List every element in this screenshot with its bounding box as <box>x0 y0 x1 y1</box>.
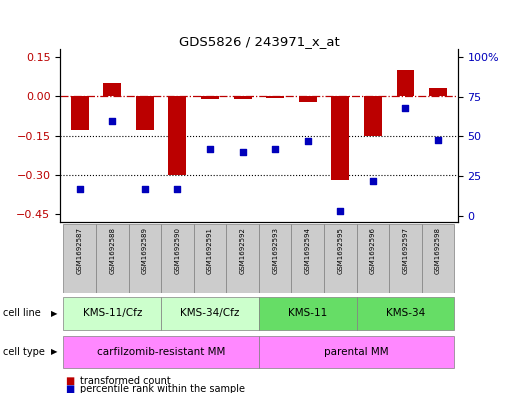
Text: KMS-34: KMS-34 <box>386 309 425 318</box>
Bar <box>136 96 154 130</box>
Text: carfilzomib-resistant MM: carfilzomib-resistant MM <box>97 347 225 357</box>
Text: KMS-11/Cfz: KMS-11/Cfz <box>83 309 142 318</box>
Bar <box>357 297 454 330</box>
Bar <box>266 96 284 97</box>
Bar <box>291 224 324 293</box>
Bar <box>168 96 186 175</box>
Bar <box>357 224 389 293</box>
Bar <box>259 224 291 293</box>
Bar <box>161 297 259 330</box>
Point <box>173 185 181 192</box>
Text: KMS-34/Cfz: KMS-34/Cfz <box>180 309 240 318</box>
Point <box>303 138 312 144</box>
Point <box>75 185 84 192</box>
Text: GSM1692592: GSM1692592 <box>240 228 246 274</box>
Bar <box>324 224 357 293</box>
Text: GSM1692593: GSM1692593 <box>272 228 278 274</box>
Text: cell line: cell line <box>3 309 40 318</box>
Point <box>271 146 279 152</box>
Bar <box>259 297 357 330</box>
Point <box>238 149 247 155</box>
Text: GSM1692598: GSM1692598 <box>435 228 441 274</box>
Bar <box>71 96 89 130</box>
Text: transformed count: transformed count <box>80 376 171 386</box>
Text: GSM1692595: GSM1692595 <box>337 228 343 274</box>
Text: GSM1692589: GSM1692589 <box>142 228 148 274</box>
Text: KMS-11: KMS-11 <box>288 309 327 318</box>
Bar <box>129 224 161 293</box>
Bar <box>104 83 121 96</box>
Bar <box>332 96 349 180</box>
Point <box>401 105 410 111</box>
Bar <box>234 96 252 99</box>
Bar <box>299 96 317 101</box>
Text: GSM1692590: GSM1692590 <box>175 228 180 274</box>
Text: GSM1692597: GSM1692597 <box>403 228 408 274</box>
Bar <box>429 88 447 96</box>
Bar <box>63 224 96 293</box>
Point <box>108 118 117 124</box>
Text: ■: ■ <box>65 384 75 393</box>
Point <box>206 146 214 152</box>
Text: GSM1692591: GSM1692591 <box>207 228 213 274</box>
Bar <box>389 224 422 293</box>
Text: GSM1692587: GSM1692587 <box>77 228 83 274</box>
Bar <box>259 336 454 368</box>
Text: GSM1692588: GSM1692588 <box>109 228 115 274</box>
Point <box>336 208 345 214</box>
Text: parental MM: parental MM <box>324 347 389 357</box>
Bar <box>63 297 161 330</box>
Point <box>141 185 149 192</box>
Text: GSM1692596: GSM1692596 <box>370 228 376 274</box>
Bar <box>63 336 259 368</box>
Bar <box>161 224 194 293</box>
Text: cell type: cell type <box>3 347 44 357</box>
Bar <box>201 96 219 99</box>
Bar <box>96 224 129 293</box>
Point <box>434 136 442 143</box>
Text: percentile rank within the sample: percentile rank within the sample <box>80 384 245 393</box>
Title: GDS5826 / 243971_x_at: GDS5826 / 243971_x_at <box>178 35 339 48</box>
Bar <box>422 224 454 293</box>
Bar <box>396 70 414 96</box>
Bar <box>194 224 226 293</box>
Text: ▶: ▶ <box>51 347 58 356</box>
Bar <box>226 224 259 293</box>
Text: GSM1692594: GSM1692594 <box>305 228 311 274</box>
Bar <box>364 96 382 136</box>
Text: ■: ■ <box>65 376 75 386</box>
Point <box>369 178 377 184</box>
Text: ▶: ▶ <box>51 309 58 318</box>
